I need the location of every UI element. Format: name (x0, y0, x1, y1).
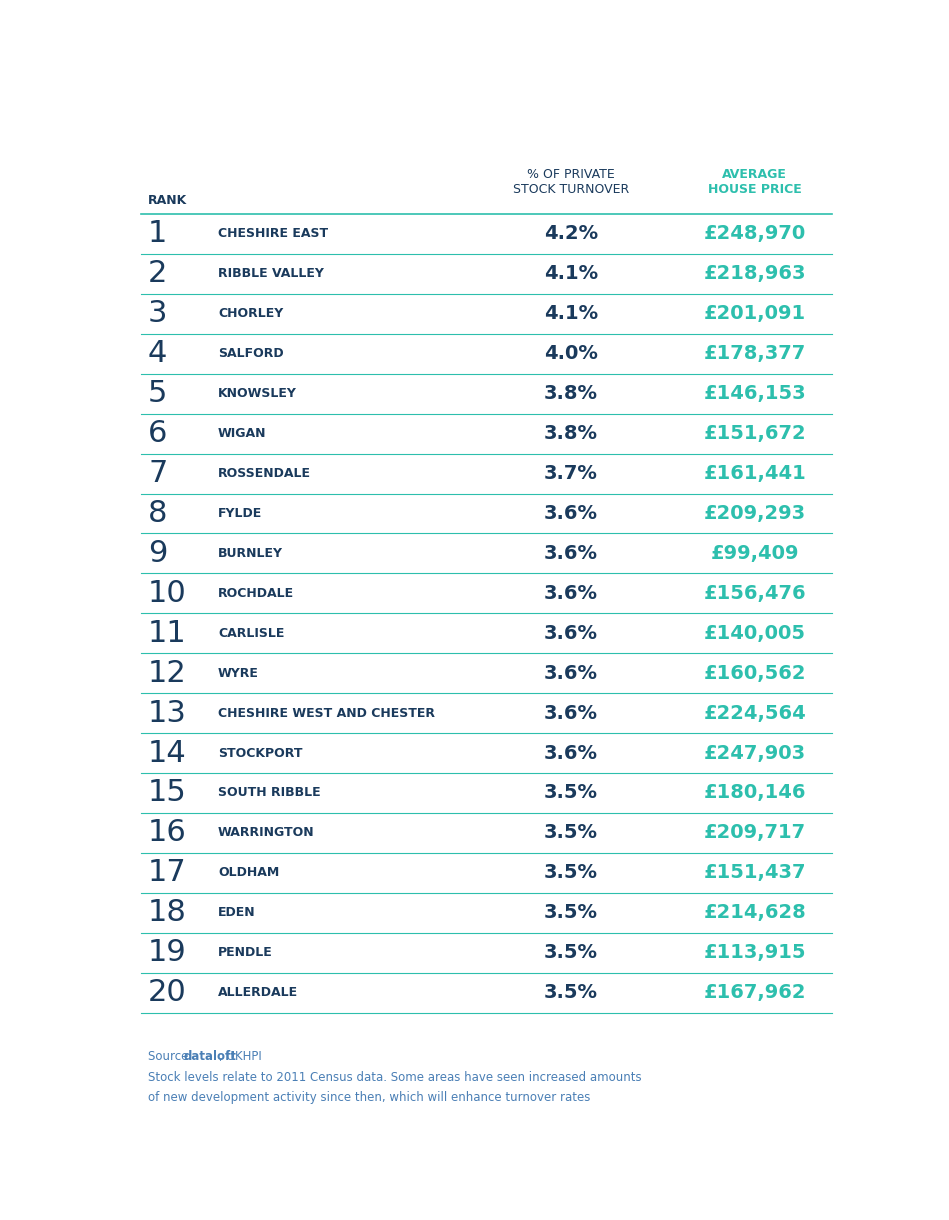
Text: ROCHDALE: ROCHDALE (218, 587, 294, 600)
Text: 4.1%: 4.1% (544, 265, 598, 283)
Text: 3.5%: 3.5% (544, 983, 598, 1002)
Text: 3.6%: 3.6% (544, 504, 598, 523)
Text: 7: 7 (148, 459, 167, 488)
Text: KNOWSLEY: KNOWSLEY (218, 387, 297, 400)
Text: 3.6%: 3.6% (544, 704, 598, 722)
Text: 11: 11 (148, 619, 187, 648)
Text: £151,672: £151,672 (703, 425, 806, 443)
Text: £156,476: £156,476 (703, 584, 806, 603)
Text: 3.6%: 3.6% (544, 743, 598, 762)
Text: ROSSENDALE: ROSSENDALE (218, 467, 311, 479)
Text: 3.6%: 3.6% (544, 664, 598, 683)
Text: £160,562: £160,562 (703, 664, 806, 683)
Text: 1: 1 (148, 220, 167, 249)
Text: of new development activity since then, which will enhance turnover rates: of new development activity since then, … (148, 1092, 590, 1104)
Text: £140,005: £140,005 (704, 623, 806, 643)
Text: 2: 2 (148, 260, 167, 288)
Text: 3.6%: 3.6% (544, 584, 598, 603)
Text: 16: 16 (148, 819, 187, 848)
Text: 3.5%: 3.5% (544, 943, 598, 963)
Text: 13: 13 (148, 699, 187, 727)
Text: £201,091: £201,091 (704, 304, 806, 323)
Text: 20: 20 (148, 978, 187, 1006)
Text: 3.8%: 3.8% (544, 425, 598, 443)
Text: PENDLE: PENDLE (218, 947, 272, 959)
Text: 12: 12 (148, 659, 187, 688)
Text: £167,962: £167,962 (703, 983, 806, 1002)
Text: SALFORD: SALFORD (218, 348, 284, 360)
Text: 3.8%: 3.8% (544, 384, 598, 403)
Text: ALLERDALE: ALLERDALE (218, 986, 298, 999)
Text: 4.1%: 4.1% (544, 304, 598, 323)
Text: 4.2%: 4.2% (544, 224, 598, 244)
Text: 3.6%: 3.6% (544, 544, 598, 562)
Text: RANK: RANK (148, 194, 187, 207)
Text: £209,717: £209,717 (704, 824, 806, 842)
Text: 14: 14 (148, 738, 187, 767)
Text: FYLDE: FYLDE (218, 508, 262, 520)
Text: WIGAN: WIGAN (218, 427, 267, 440)
Text: 10: 10 (148, 578, 187, 608)
Text: £146,153: £146,153 (703, 384, 806, 403)
Text: 3.5%: 3.5% (544, 824, 598, 842)
Text: Stock levels relate to 2011 Census data. Some areas have seen increased amounts: Stock levels relate to 2011 Census data.… (148, 1071, 642, 1083)
Text: EDEN: EDEN (218, 906, 255, 919)
Text: £178,377: £178,377 (704, 344, 806, 364)
Text: 3: 3 (148, 299, 168, 328)
Text: £218,963: £218,963 (703, 265, 806, 283)
Text: £224,564: £224,564 (703, 704, 807, 722)
Text: £247,903: £247,903 (704, 743, 806, 762)
Text: £214,628: £214,628 (703, 903, 807, 922)
Text: 5: 5 (148, 379, 167, 409)
Text: STOCKPORT: STOCKPORT (218, 747, 303, 760)
Text: £161,441: £161,441 (703, 464, 807, 483)
Text: 18: 18 (148, 898, 187, 927)
Text: SOUTH RIBBLE: SOUTH RIBBLE (218, 787, 321, 799)
Text: CHESHIRE EAST: CHESHIRE EAST (218, 227, 328, 240)
Text: CARLISLE: CARLISLE (218, 627, 285, 639)
Text: 3.5%: 3.5% (544, 864, 598, 882)
Text: % OF PRIVATE
STOCK TURNOVER: % OF PRIVATE STOCK TURNOVER (512, 168, 629, 196)
Text: £151,437: £151,437 (703, 864, 806, 882)
Text: 19: 19 (148, 938, 187, 967)
Text: Source:: Source: (148, 1050, 196, 1063)
Text: £209,293: £209,293 (704, 504, 806, 523)
Text: 15: 15 (148, 778, 187, 808)
Text: £248,970: £248,970 (704, 224, 806, 244)
Text: 6: 6 (148, 420, 167, 448)
Text: 3.7%: 3.7% (544, 464, 598, 483)
Text: 17: 17 (148, 859, 187, 887)
Text: WARRINGTON: WARRINGTON (218, 826, 314, 839)
Text: BURNLEY: BURNLEY (218, 547, 283, 560)
Text: CHORLEY: CHORLEY (218, 307, 283, 321)
Text: AVERAGE
HOUSE PRICE: AVERAGE HOUSE PRICE (708, 168, 802, 196)
Text: 4.0%: 4.0% (544, 344, 598, 364)
Text: £113,915: £113,915 (703, 943, 806, 963)
Text: dataloft: dataloft (183, 1050, 236, 1063)
Text: £180,146: £180,146 (703, 783, 806, 803)
Text: 3.5%: 3.5% (544, 783, 598, 803)
Text: 3.6%: 3.6% (544, 623, 598, 643)
Text: , UKHPI: , UKHPI (218, 1050, 261, 1063)
Text: OLDHAM: OLDHAM (218, 866, 279, 880)
Text: WYRE: WYRE (218, 666, 259, 680)
Text: 4: 4 (148, 339, 167, 368)
Text: 3.5%: 3.5% (544, 903, 598, 922)
Text: £99,409: £99,409 (711, 544, 799, 562)
Text: 9: 9 (148, 539, 167, 567)
Text: RIBBLE VALLEY: RIBBLE VALLEY (218, 267, 324, 281)
Text: CHESHIRE WEST AND CHESTER: CHESHIRE WEST AND CHESTER (218, 706, 435, 720)
Text: 8: 8 (148, 499, 168, 528)
